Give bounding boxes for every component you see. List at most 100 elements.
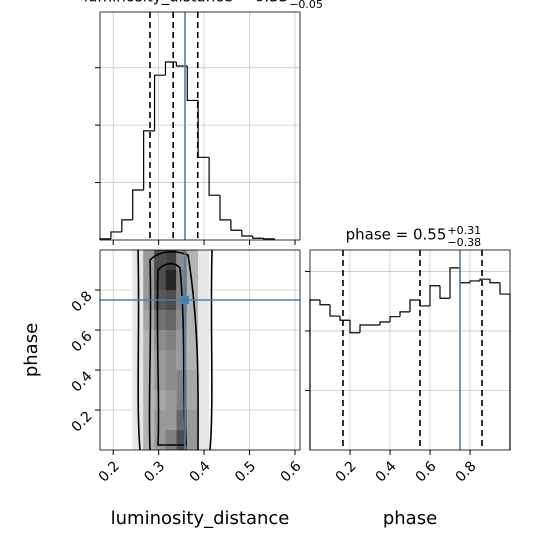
density-cell bbox=[143, 370, 155, 390]
density-cell bbox=[176, 390, 188, 410]
x-axis-label: phase bbox=[383, 508, 437, 529]
density-cell bbox=[176, 310, 188, 330]
hist-step bbox=[143, 130, 155, 191]
density-cell bbox=[165, 350, 177, 370]
hist-step bbox=[339, 316, 350, 321]
density-cell bbox=[198, 250, 210, 270]
panel-frame bbox=[99, 249, 301, 451]
density-cell bbox=[165, 250, 177, 270]
density-cell bbox=[165, 270, 177, 290]
panel: 0.2 0.3 0.4 0.5 0.6 0.2 0.4 0.6 0.8 phase luminosi… bbox=[21, 249, 305, 529]
density-cell bbox=[198, 270, 210, 290]
hist-step bbox=[449, 267, 460, 299]
hist-step bbox=[164, 61, 177, 76]
density-cell bbox=[132, 410, 144, 430]
density-cell bbox=[165, 370, 177, 390]
hist-step bbox=[175, 61, 188, 67]
density-cell bbox=[143, 390, 155, 410]
density-cell bbox=[143, 250, 155, 270]
density-cell bbox=[165, 390, 177, 410]
density-cell bbox=[198, 330, 210, 350]
hist-step bbox=[197, 100, 210, 158]
y-tick-label: 0.4 bbox=[69, 368, 96, 395]
hist-step bbox=[489, 279, 500, 284]
panel-title: phase = 0.55 bbox=[346, 226, 447, 244]
hist-step bbox=[110, 231, 122, 239]
density-cell bbox=[154, 310, 166, 330]
truth-point bbox=[181, 296, 189, 304]
density-cell bbox=[143, 270, 155, 290]
density-cell bbox=[143, 310, 155, 330]
hist-step bbox=[499, 282, 510, 295]
hist-step bbox=[479, 278, 490, 281]
density-cell bbox=[154, 350, 166, 370]
hist-step bbox=[230, 219, 242, 231]
density-cell bbox=[187, 430, 199, 450]
density-cell bbox=[154, 370, 166, 390]
panel: luminosity_distance = 0.33+0.05−0.05 bbox=[84, 0, 323, 245]
density-cell bbox=[176, 430, 188, 450]
y-tick-label: 0.8 bbox=[69, 288, 96, 315]
x-tick-label: 0.3 bbox=[141, 458, 168, 485]
density-cell bbox=[198, 430, 210, 450]
density-cell bbox=[176, 410, 188, 430]
density-cell bbox=[187, 270, 199, 290]
x-axis-label: luminosity_distance bbox=[111, 508, 290, 529]
density-cell bbox=[198, 410, 210, 430]
density-cell bbox=[198, 350, 210, 370]
panel-frame bbox=[99, 11, 301, 241]
density-cell bbox=[143, 330, 155, 350]
density-cell bbox=[187, 330, 199, 350]
density-cell bbox=[198, 370, 210, 390]
title-upper: +0.31 bbox=[447, 224, 481, 237]
density-cell bbox=[176, 250, 188, 270]
density-cell bbox=[154, 250, 166, 270]
panel: 0.2 0.4 0.6 0.8 phase = 0.55 +0.31−0.38 phase bbox=[305, 224, 511, 529]
contour bbox=[156, 262, 187, 446]
hist-step bbox=[252, 235, 264, 239]
density-cell bbox=[198, 310, 210, 330]
x-tick-label: 0.5 bbox=[232, 458, 259, 485]
hist-step bbox=[399, 311, 410, 317]
hist-step bbox=[429, 285, 440, 306]
density-cell bbox=[187, 250, 199, 270]
hist-step bbox=[409, 299, 420, 312]
density-cell bbox=[187, 410, 199, 430]
density-cell bbox=[143, 430, 155, 450]
density-cell bbox=[132, 430, 144, 450]
density-cell bbox=[187, 370, 199, 390]
density-cell bbox=[154, 410, 166, 430]
contour bbox=[137, 249, 213, 451]
hist-step bbox=[379, 321, 390, 325]
density-cell bbox=[165, 330, 177, 350]
hist-step bbox=[309, 299, 320, 450]
density-cell bbox=[176, 350, 188, 370]
x-tick-label: 0.2 bbox=[333, 458, 360, 485]
x-tick-label: 0.8 bbox=[453, 458, 480, 485]
density-cell bbox=[176, 270, 188, 290]
hist-step bbox=[469, 280, 480, 283]
density-cell bbox=[187, 310, 199, 330]
hist-step bbox=[132, 189, 144, 220]
density-cell bbox=[165, 430, 177, 450]
hist-step bbox=[319, 300, 330, 306]
density-cell bbox=[143, 350, 155, 370]
title-lower: −0.05 bbox=[289, 0, 323, 11]
panel-title: luminosity_distance = 0.33 bbox=[84, 0, 288, 7]
density-cell bbox=[143, 410, 155, 430]
x-tick-label: 0.4 bbox=[187, 458, 214, 485]
hist-step bbox=[263, 238, 275, 240]
hist-step bbox=[389, 316, 400, 323]
y-tick-label: 0.2 bbox=[69, 408, 96, 435]
title-lower: −0.38 bbox=[447, 236, 481, 249]
contour bbox=[148, 250, 199, 451]
hist-step bbox=[208, 157, 220, 196]
density-cell bbox=[187, 350, 199, 370]
x-tick-label: 0.6 bbox=[278, 458, 305, 485]
y-axis-label: phase bbox=[21, 323, 42, 377]
density-cell bbox=[165, 310, 177, 330]
hist-step bbox=[349, 320, 360, 334]
panel-frame bbox=[309, 249, 511, 451]
hist-step bbox=[121, 219, 133, 232]
